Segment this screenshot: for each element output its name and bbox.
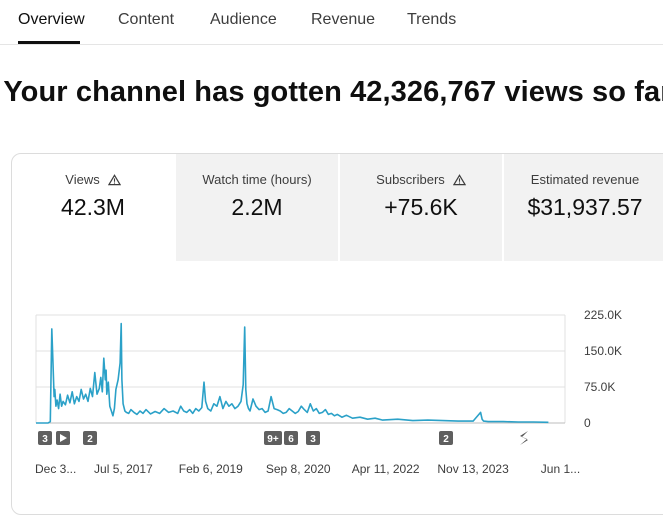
metric-subscribers[interactable]: Subscribers +75.6K — [340, 154, 502, 261]
shorts-icon — [520, 431, 528, 445]
metric-label: Estimated revenue — [530, 172, 640, 187]
metric-estimated-revenue[interactable]: Estimated revenue $31,937.57 — [504, 154, 663, 261]
metric-value: $31,937.57 — [527, 194, 643, 220]
tab-trends[interactable]: Trends — [407, 11, 457, 28]
x-tick-label: Nov 13, 2023 — [437, 462, 509, 476]
metric-value: +75.6K — [384, 194, 458, 220]
marker-badge — [439, 431, 453, 445]
annotation-marker[interactable] — [56, 431, 70, 445]
metric-label: Subscribers — [340, 172, 502, 189]
marker-badge — [38, 431, 52, 445]
metric-label-text: Subscribers — [376, 172, 445, 187]
marker-label: 3 — [42, 434, 48, 445]
x-tick-label: Jul 5, 2017 — [94, 462, 153, 476]
y-tick-label: 225.0K — [584, 308, 622, 322]
tab-overview[interactable]: Overview — [18, 11, 85, 28]
warning-triangle-icon — [452, 174, 466, 189]
marker-label: 2 — [443, 434, 449, 445]
metric-views[interactable]: Views 42.3M — [12, 154, 174, 261]
annotation-marker[interactable]: 2 — [83, 431, 97, 445]
x-tick-label: Sep 8, 2020 — [266, 462, 331, 476]
x-tick-label: Apr 11, 2022 — [352, 462, 420, 476]
marker-badge — [284, 431, 298, 445]
active-tab-indicator — [18, 41, 80, 44]
x-tick-label: Dec 3... — [35, 462, 76, 476]
annotation-marker[interactable]: 2 — [439, 431, 453, 445]
analytics-card: Views 42.3M Watch time (hours) 2.2M Subs… — [11, 153, 663, 515]
metric-value: 42.3M — [61, 194, 125, 220]
annotation-marker[interactable]: 9+ — [264, 431, 282, 445]
marker-label: 6 — [288, 434, 294, 445]
tab-audience[interactable]: Audience — [210, 11, 277, 28]
metric-tabs: Views 42.3M Watch time (hours) 2.2M Subs… — [12, 154, 663, 261]
marker-label: 9+ — [267, 434, 279, 445]
marker-badge — [306, 431, 320, 445]
tab-content[interactable]: Content — [118, 11, 175, 28]
metric-watch-time[interactable]: Watch time (hours) 2.2M — [176, 154, 338, 261]
annotation-marker[interactable] — [520, 431, 528, 445]
y-tick-label: 150.0K — [584, 344, 622, 358]
views-series-line — [36, 322, 549, 424]
marker-badge — [83, 431, 97, 445]
metric-label: Watch time (hours) — [202, 172, 312, 187]
play-icon — [60, 434, 67, 442]
x-tick-label: Feb 6, 2019 — [179, 462, 243, 476]
metric-label-text: Views — [65, 172, 100, 187]
y-tick-label: 0 — [584, 416, 591, 430]
metric-label: Views — [12, 172, 174, 189]
annotation-marker[interactable]: 3 — [306, 431, 320, 445]
annotation-marker[interactable]: 3 — [38, 431, 52, 445]
x-tick-label: Jun 1... — [541, 462, 580, 476]
page-headline: Your channel has gotten 42,326,767 views… — [3, 76, 663, 108]
y-tick-label: 75.0K — [584, 380, 615, 394]
views-line-chart[interactable]: 225.0K 150.0K 75.0K 0 Dec 3... Jul 5, 2017 Feb… — [0, 0, 663, 500]
marker-label: 2 — [87, 434, 93, 445]
marker-label: 3 — [310, 434, 316, 445]
marker-badge — [264, 431, 282, 445]
annotation-marker[interactable]: 6 — [284, 431, 298, 445]
metric-value: 2.2M — [231, 194, 283, 220]
warning-triangle-icon — [107, 174, 121, 189]
tab-revenue[interactable]: Revenue — [311, 11, 376, 28]
tab-bar: Overview Content Audience Revenue Trends — [0, 0, 663, 45]
